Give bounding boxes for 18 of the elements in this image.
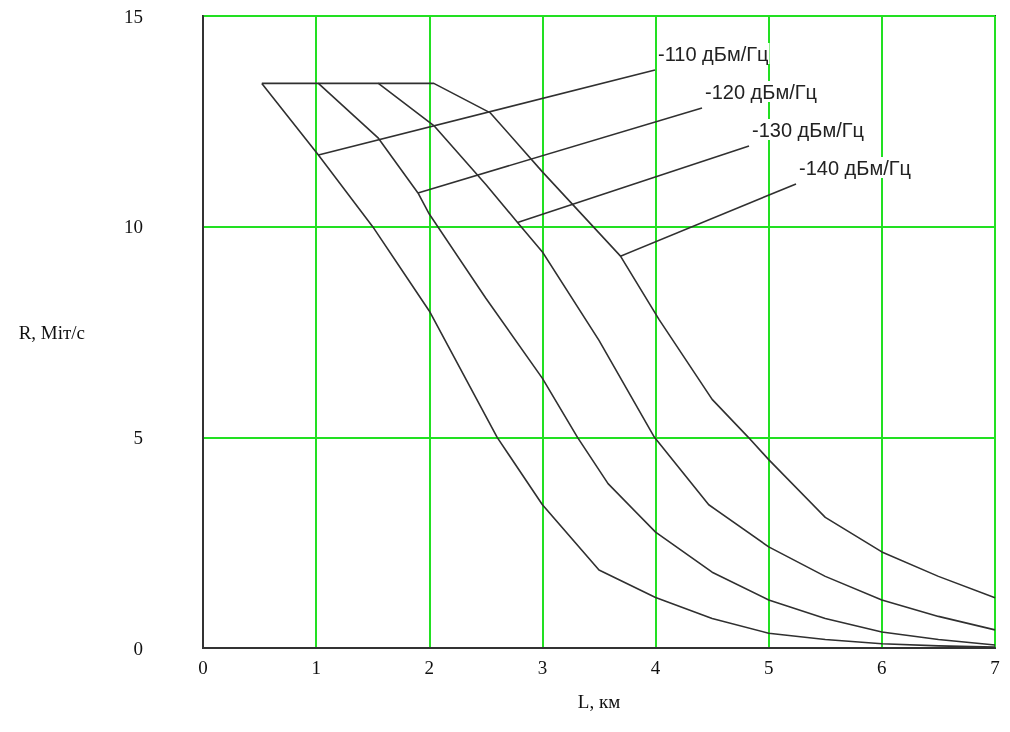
x-tick-label: 4 [650, 657, 661, 678]
annotation: -120 дБм/Гц [705, 81, 817, 103]
x-tick-label: 2 [424, 657, 435, 678]
x-tick-label: 1 [311, 657, 321, 678]
annotation: -140 дБм/Гц [799, 157, 911, 179]
y-tick-label: 0 [133, 637, 143, 659]
y-tick-label: 10 [124, 216, 143, 238]
y-tick-label: 5 [133, 426, 143, 448]
x-tick-label: 5 [763, 657, 774, 678]
x-tick-label: 0 [198, 657, 208, 678]
y-tick-label: 15 [124, 5, 143, 27]
x-tick-label: 3 [537, 657, 548, 678]
x-tick-label: 6 [877, 657, 887, 678]
x-tick-label: 7 [990, 657, 1000, 678]
y-axis-title: R, Міт/с [18, 321, 85, 343]
x-axis-title: L, км [577, 691, 621, 712]
annotation: -130 дБм/Гц [752, 119, 864, 141]
annotation: -110 дБм/Гц [658, 43, 769, 65]
